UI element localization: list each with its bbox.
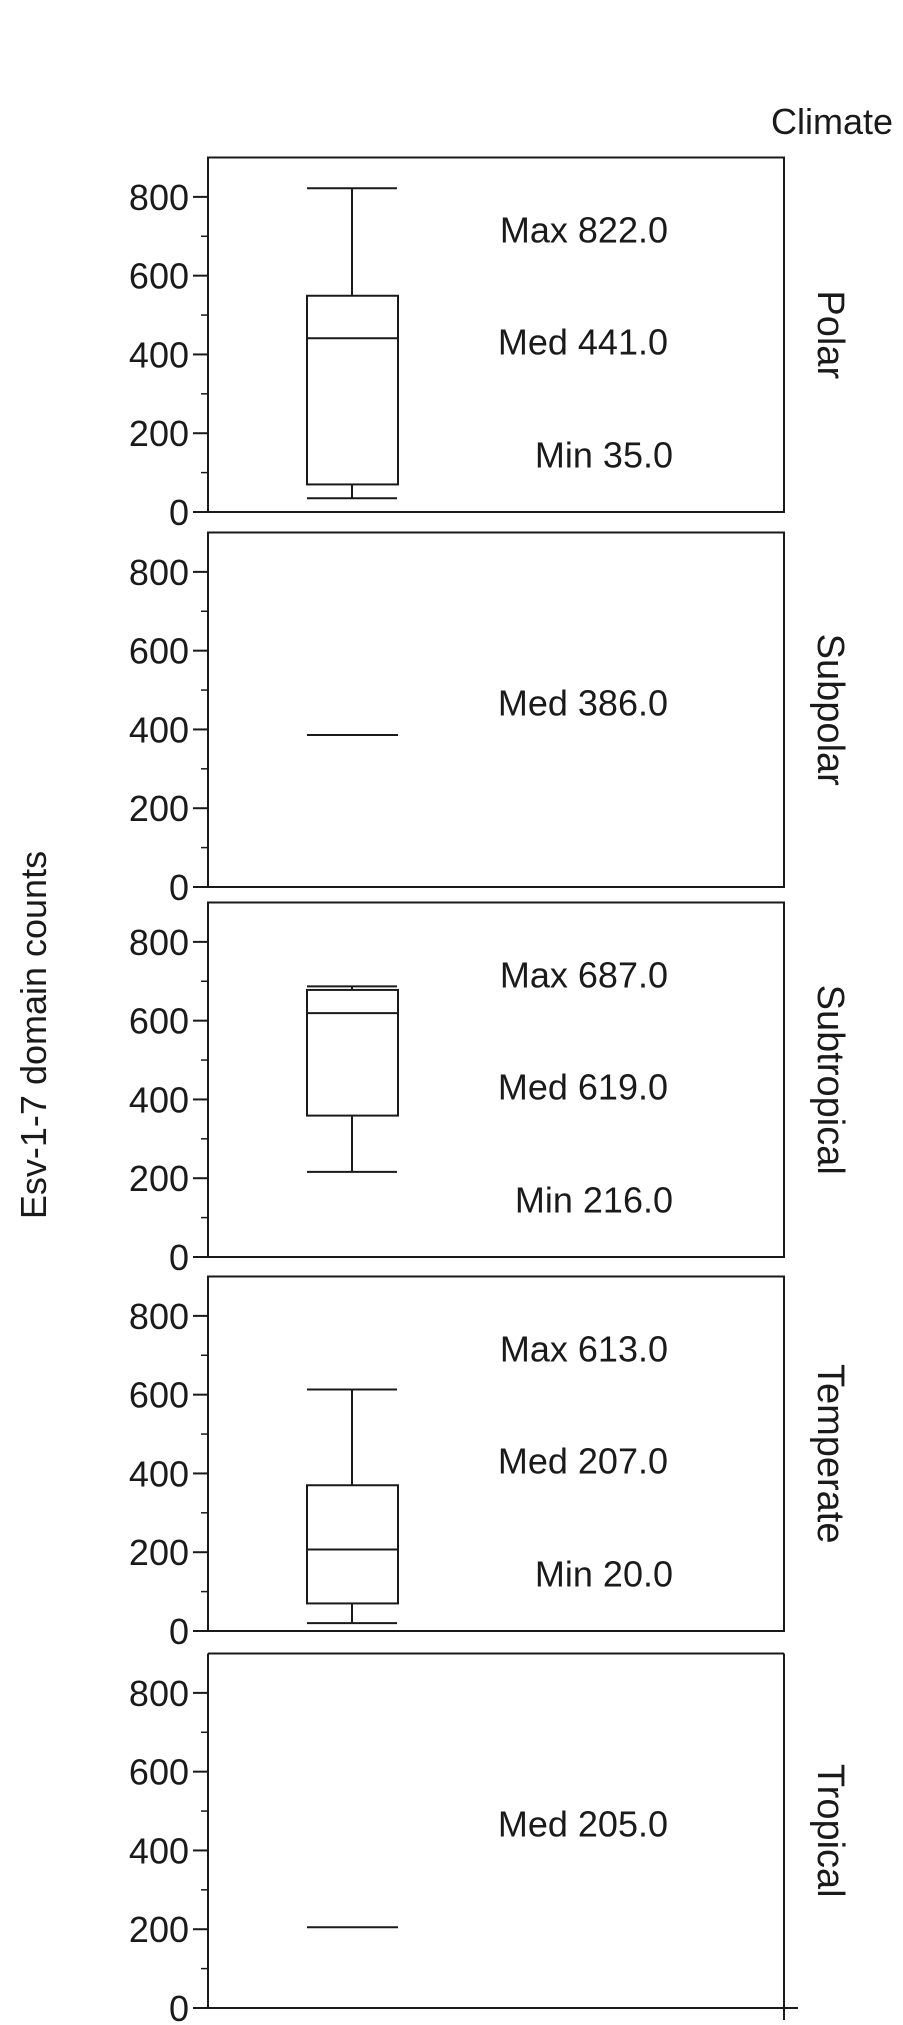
y-tick-label: 400 (129, 709, 189, 750)
panel-frame (207, 1275, 785, 1632)
y-axis-title: Esv-1-7 domain counts (13, 851, 54, 1219)
max-label: Max 687.0 (500, 954, 668, 995)
median-label: Med 205.0 (498, 1803, 668, 1844)
median-label: Med 619.0 (498, 1066, 668, 1107)
y-tick-label: 200 (129, 788, 189, 829)
y-tick-label: 800 (129, 1296, 189, 1337)
iqr-box (306, 294, 399, 486)
min-label: Min 35.0 (535, 434, 673, 475)
panel-frame (207, 156, 785, 514)
y-tick-label: 400 (129, 1453, 189, 1494)
facet-label: Subtropical (809, 985, 851, 1175)
y-tick-label: 200 (129, 1532, 189, 1573)
y-tick-label: 600 (129, 631, 189, 672)
y-tick-label: 800 (129, 1673, 189, 1714)
max-label: Max 822.0 (500, 209, 668, 250)
panel-frame (207, 531, 785, 888)
y-tick-label: 600 (129, 1001, 189, 1042)
panel-subtropical: 0 200 400 600 800 Max 687.0 Med 619.0 Min 216.0… (129, 901, 851, 1278)
y-tick-label: 600 (129, 1752, 189, 1793)
panels: 0 200 400 600 800 Max 822.0 Med 441.0 Min 35.0 P… (129, 156, 851, 2025)
y-tick-label: 0 (169, 1237, 189, 1278)
facet-label: Tropical (809, 1764, 851, 1898)
facet-label: Temperate (809, 1364, 851, 1544)
y-tick-label: 800 (129, 177, 189, 218)
panel-temperate: 0 200 400 600 800 Max 613.0 Med 207.0 Min 20.0 T… (129, 1275, 851, 1652)
y-tick-label: 600 (129, 1375, 189, 1416)
min-label: Min 216.0 (515, 1179, 673, 1220)
y-tick-label: 400 (129, 1830, 189, 1871)
panel-polar: 0 200 400 600 800 Max 822.0 Med 441.0 Min 35.0 P… (129, 156, 851, 533)
panel-tropical: 0 200 400 600 800 Med 205.0 Tropical (129, 1652, 851, 2025)
y-tick-label: 400 (129, 1079, 189, 1120)
iqr-box (306, 1484, 399, 1605)
y-tick-label: 800 (129, 552, 189, 593)
median-label: Med 386.0 (498, 682, 668, 723)
y-tick-label: 200 (129, 413, 189, 454)
y-tick-label: 800 (129, 922, 189, 963)
median-label: Med 207.0 (498, 1440, 668, 1481)
y-tick-label: 200 (129, 1909, 189, 1950)
facet-title: Climate (771, 101, 893, 142)
y-tick-label: 0 (169, 1611, 189, 1652)
panel-subpolar: 0 200 400 600 800 Med 386.0 Subpolar (129, 531, 851, 908)
y-tick-label: 0 (169, 492, 189, 533)
y-tick-label: 0 (169, 867, 189, 908)
facet-label: Polar (809, 290, 851, 379)
iqr-box (306, 988, 399, 1117)
max-label: Max 613.0 (500, 1328, 668, 1369)
min-label: Min 20.0 (535, 1553, 673, 1594)
y-tick-label: 0 (169, 1988, 189, 2025)
median-label: Med 441.0 (498, 321, 668, 362)
y-tick-label: 600 (129, 256, 189, 297)
panel-frame (207, 901, 785, 1258)
y-tick-label: 200 (129, 1158, 189, 1199)
y-tick-label: 400 (129, 334, 189, 375)
facet-label: Subpolar (809, 634, 851, 786)
